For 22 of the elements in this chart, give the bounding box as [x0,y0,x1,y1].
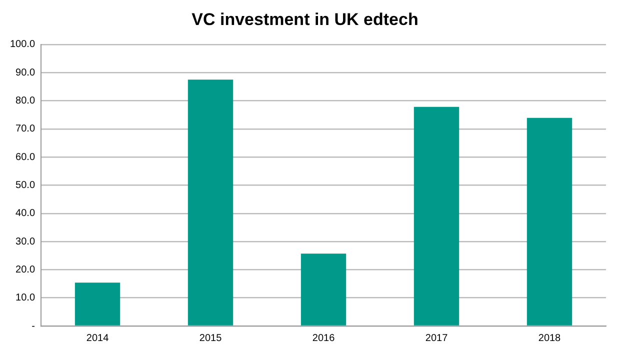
y-tick-label: 80.0 [16,95,36,106]
bar [414,106,460,326]
bar [188,80,234,326]
x-tick-label: 2015 [199,332,222,344]
y-tick-label: 40.0 [16,208,36,220]
y-tick-label: 50.0 [16,180,36,191]
y-tick-label: 60.0 [16,152,36,163]
x-tick-label: 2016 [312,332,336,344]
y-tick-label: 100.0 [10,39,36,50]
x-tick-label: 2017 [425,332,448,344]
y-tick-label: 70.0 [16,124,36,135]
y-tick-label: - [32,320,36,332]
x-tick-label: 2018 [538,332,562,344]
bar [300,254,346,326]
y-tick-label: 90.0 [16,67,36,78]
y-tick-label: 10.0 [16,292,36,304]
y-tick-label: 20.0 [16,264,36,276]
y-tick-label: 30.0 [16,236,36,248]
x-tick-label: 2014 [86,332,110,344]
bar [74,282,120,326]
bar [526,118,572,326]
chart-title: VC investment in UK edtech [192,10,418,29]
